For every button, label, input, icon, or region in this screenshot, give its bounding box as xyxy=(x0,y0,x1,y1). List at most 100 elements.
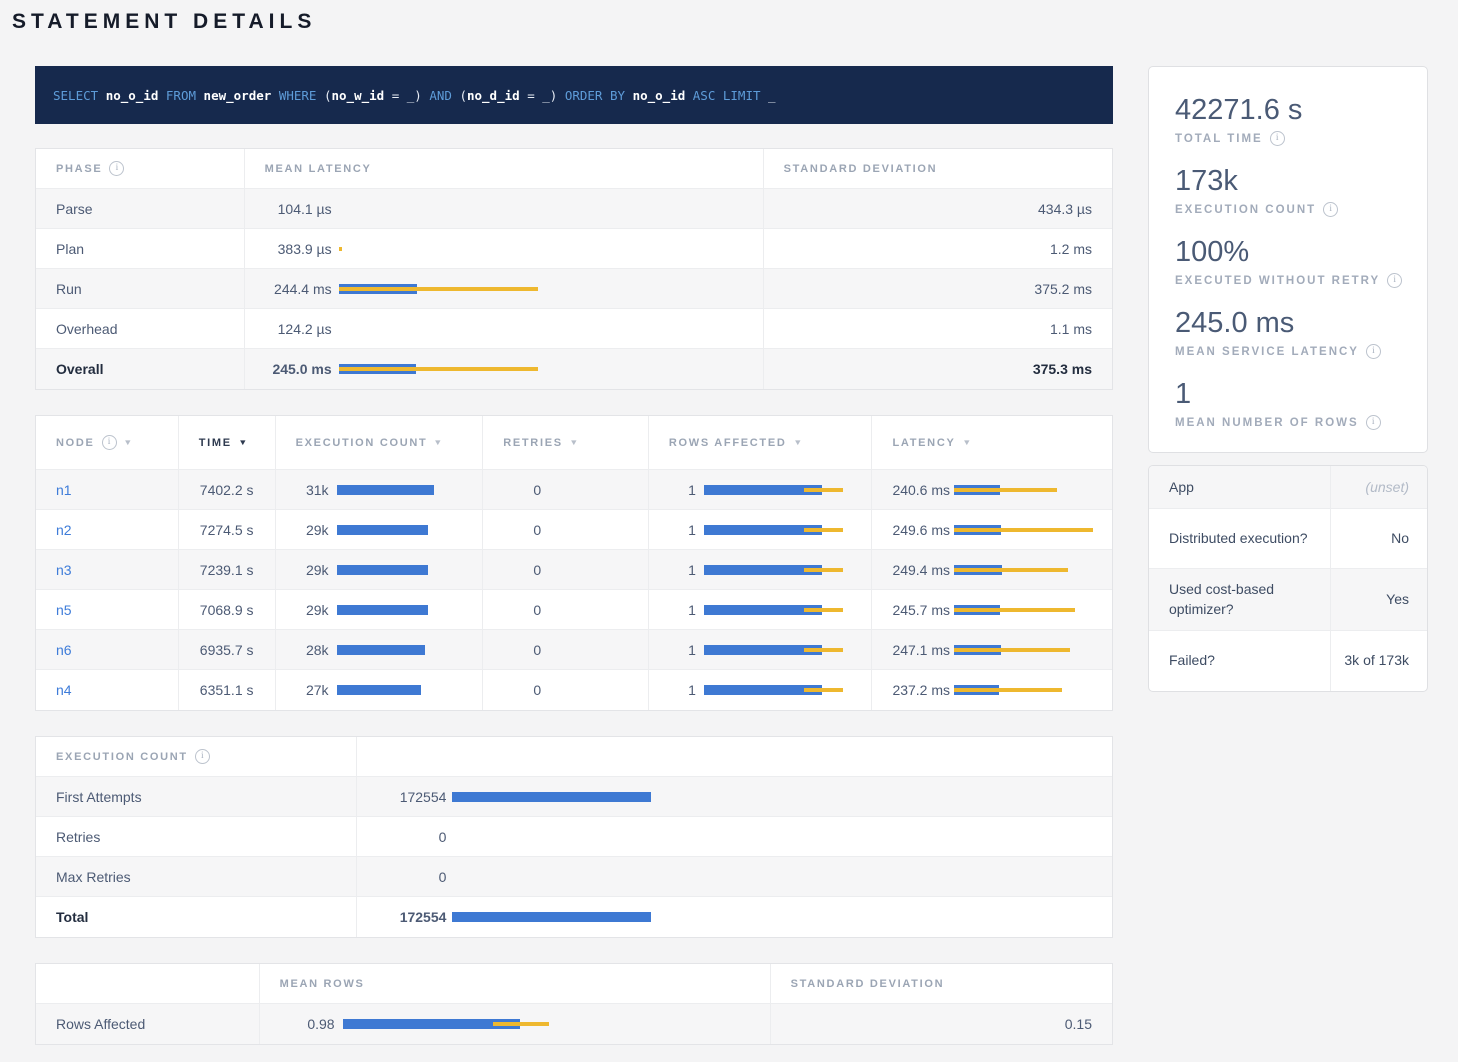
exec-count-bar-track xyxy=(452,831,1098,843)
latency-column-header[interactable]: LATENCY▼ xyxy=(871,416,1112,469)
phase-label-cell: Overall xyxy=(36,349,244,389)
sql-token-id: no_d_id xyxy=(467,88,520,103)
header-text: RETRIES xyxy=(503,437,563,449)
stddev-value: 375.2 ms xyxy=(1034,281,1092,297)
stat-value: 100% xyxy=(1175,236,1403,269)
header-text: LATENCY xyxy=(892,437,955,449)
execution-count-bar-track xyxy=(337,484,469,496)
mean-latency-value: 383.9 µs xyxy=(265,241,332,257)
node-column-header[interactable]: NODEi▼ xyxy=(36,416,178,469)
rows-affected-value: 1 xyxy=(669,562,696,578)
phase-row: Plan383.9 µs1.2 ms xyxy=(36,229,1112,269)
main-column: SELECT no_o_id FROM new_order WHERE (no_… xyxy=(35,66,1113,1045)
execution-count-column-header[interactable]: EXECUTION COUNT▼ xyxy=(275,416,483,469)
sort-arrow-icon: ▼ xyxy=(238,438,249,447)
time-column-header[interactable]: TIME ▼ xyxy=(178,416,275,469)
retries-value: 0 xyxy=(503,642,541,658)
node-link[interactable]: n1 xyxy=(56,482,72,498)
stat-value: 42271.6 s xyxy=(1175,94,1403,127)
property-value: Yes xyxy=(1330,569,1427,630)
mean-latency: 383.9 µs xyxy=(244,229,763,268)
time-cell-text: 6351.1 s xyxy=(200,682,254,698)
phase-column-header: PHASEi xyxy=(36,149,244,188)
rows-affected-column-header[interactable]: ROWS AFFECTED▼ xyxy=(648,416,872,469)
phase-label: Overall xyxy=(56,361,103,377)
property-row: App(unset) xyxy=(1149,466,1427,509)
exec-label: Retries xyxy=(56,829,100,845)
latency-value: 237.2 ms xyxy=(892,682,946,698)
node-link[interactable]: n5 xyxy=(56,602,72,618)
execution-count-bar-track xyxy=(337,644,469,656)
header-text: STANDARD DEVIATION xyxy=(791,978,945,990)
mean-latency: 104.1 µs xyxy=(244,189,763,228)
rows-affected-table: MEAN ROWS STANDARD DEVIATION Rows Affected… xyxy=(35,963,1113,1045)
property-row: Failed?3k of 173k xyxy=(1149,631,1427,691)
mean-latency-value: 245.0 ms xyxy=(265,361,332,377)
column-header-label: EXECUTION COUNT▼ xyxy=(296,437,444,449)
column-header-label: EXECUTION COUNT i xyxy=(56,749,210,764)
stddev-cell: 434.3 µs xyxy=(763,189,1112,228)
rows-affected-bar-track xyxy=(704,524,858,536)
sql-token-kw: SELECT xyxy=(53,88,106,103)
node-link[interactable]: n6 xyxy=(56,642,72,658)
header-text: EXECUTION COUNT xyxy=(56,751,188,763)
time-cell-text: 7274.5 s xyxy=(200,522,254,538)
info-icon[interactable]: i xyxy=(195,749,210,764)
node-link[interactable]: n4 xyxy=(56,682,72,698)
latency-bar-track xyxy=(954,564,1098,576)
info-icon[interactable]: i xyxy=(1323,202,1338,217)
retries-value: 0 xyxy=(503,682,541,698)
exec-label-cell: First Attempts xyxy=(36,777,356,816)
rows-affected: 1 xyxy=(648,670,872,710)
exec-count-bar-track xyxy=(452,911,1098,923)
rows-blank-header xyxy=(36,964,259,1003)
stat-value: 173k xyxy=(1175,165,1403,198)
bar-stddev-yellow xyxy=(954,528,1093,532)
retries-column-header[interactable]: RETRIES▼ xyxy=(482,416,648,469)
statement-properties-card: App(unset)Distributed execution?NoUsed c… xyxy=(1148,465,1428,692)
node-link[interactable]: n2 xyxy=(56,522,72,538)
node-table-header-row: NODEi▼TIME▼EXECUTION COUNT▼RETRIES▼ROWS … xyxy=(36,416,1112,470)
execution-count-value: 31k xyxy=(296,482,329,498)
sort-arrow-icon: ▼ xyxy=(793,438,804,447)
node-row: n57068.9 s29k01245.7 ms xyxy=(36,590,1112,630)
node-row: n46351.1 s27k01237.2 ms xyxy=(36,670,1112,710)
sql-token-kw: ASC LIMIT xyxy=(693,88,768,103)
info-icon[interactable]: i xyxy=(1366,344,1381,359)
sql-token-p: ( xyxy=(459,88,467,103)
column-header-label: TIME ▼ xyxy=(199,437,249,449)
info-icon[interactable]: i xyxy=(1270,131,1285,146)
info-icon[interactable]: i xyxy=(102,435,117,450)
exec-label-cell: Max Retries xyxy=(36,857,356,896)
property-label: Used cost-based optimizer? xyxy=(1149,569,1330,630)
info-icon[interactable]: i xyxy=(1387,273,1402,288)
mean-latency-value: 244.4 ms xyxy=(265,281,332,297)
execution-count-bar-track xyxy=(337,604,469,616)
stat-label: TOTAL TIMEi xyxy=(1175,131,1403,146)
rows-label: Rows Affected xyxy=(56,1016,145,1032)
info-icon[interactable]: i xyxy=(1366,415,1381,430)
stddev-value: 375.3 ms xyxy=(1033,361,1092,377)
latency-bar-track xyxy=(954,604,1098,616)
sidebar-column: 42271.6 sTOTAL TIMEi173kEXECUTION COUNTi… xyxy=(1148,66,1428,692)
exec-label: Max Retries xyxy=(56,869,131,885)
summary-stat: 100%EXECUTED WITHOUT RETRYi xyxy=(1175,236,1403,288)
latency: 249.4 ms xyxy=(871,550,1112,589)
node-cell: n5 xyxy=(36,590,178,629)
exec-count-bar-track xyxy=(452,791,1098,803)
exec-row: Max Retries0 xyxy=(36,857,1112,897)
rows-stddev-cell: 0.15 xyxy=(770,1004,1112,1044)
sql-token-p xyxy=(685,88,693,103)
exec-label-cell: Retries xyxy=(36,817,356,856)
header-text: TIME xyxy=(199,437,232,449)
bar-mean-blue xyxy=(337,485,434,495)
node-link[interactable]: n3 xyxy=(56,562,72,578)
phase-row: Overhead124.2 µs1.1 ms xyxy=(36,309,1112,349)
latency: 237.2 ms xyxy=(871,670,1112,710)
stddev-cell: 375.2 ms xyxy=(763,269,1112,308)
phase-label: Parse xyxy=(56,201,93,217)
latency-value: 240.6 ms xyxy=(892,482,946,498)
column-header-label: LATENCY▼ xyxy=(892,437,972,449)
column-header-label: MEAN ROWS xyxy=(280,978,365,990)
info-icon[interactable]: i xyxy=(109,161,124,176)
